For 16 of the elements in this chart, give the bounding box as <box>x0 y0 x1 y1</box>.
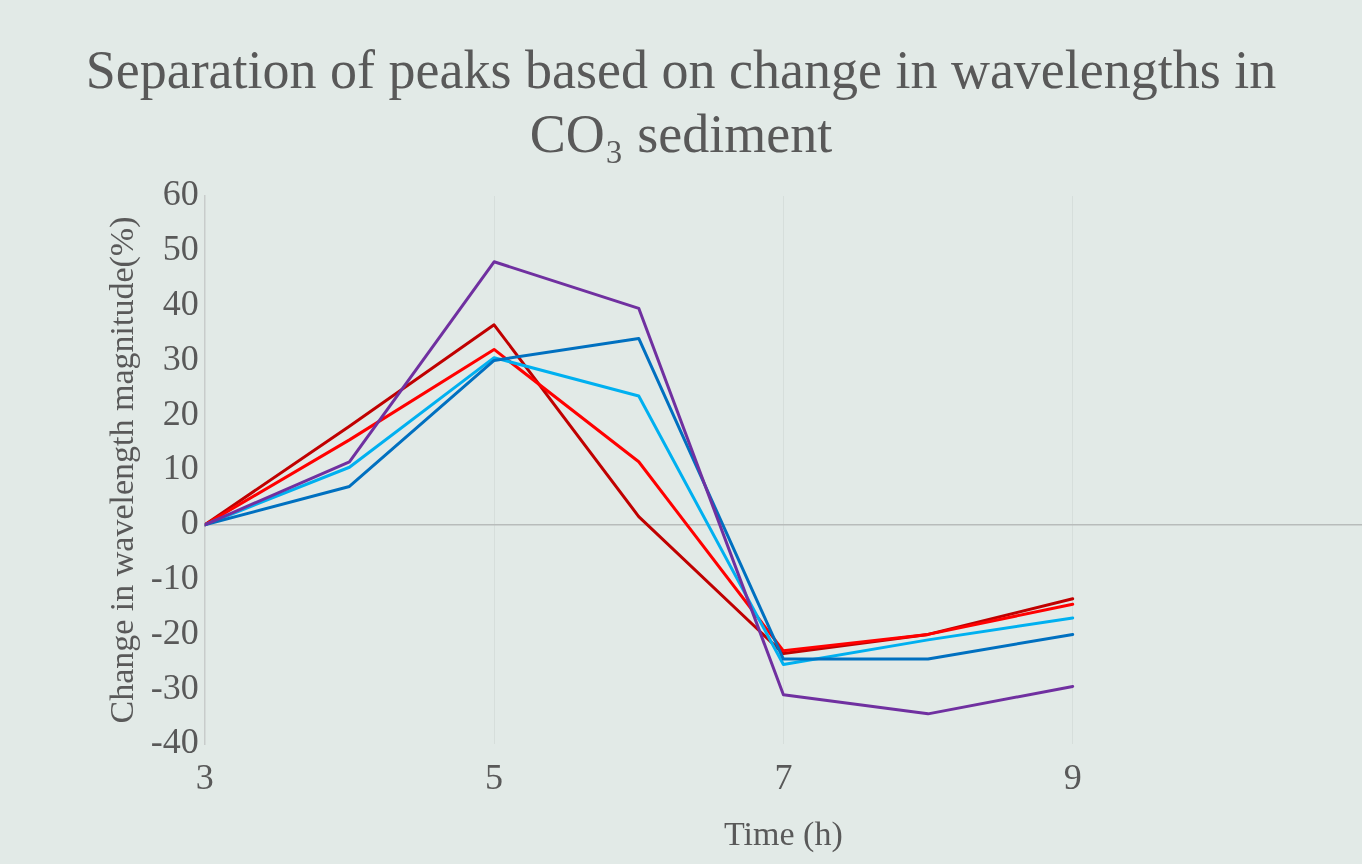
y-tick-label: -30 <box>150 666 199 707</box>
y-tick-label: 10 <box>162 447 199 488</box>
y-tick-label: -20 <box>150 611 199 652</box>
y-tick-label: -10 <box>150 557 199 598</box>
x-tick-label: 9 <box>1063 757 1082 798</box>
chart-title: Separation of peaks based on change in wavelengths in CO₃ sediment <box>84 39 1278 166</box>
y-axis-title: Change in wavelength magnitude(%) <box>103 216 142 724</box>
y-tick-label: 0 <box>180 502 199 543</box>
y-tick-label: 60 <box>162 173 199 214</box>
x-tick-label: 7 <box>774 757 793 798</box>
y-tick-label: 20 <box>162 392 199 433</box>
y-tick-label: 30 <box>162 337 199 378</box>
x-axis-title: Time (h) <box>724 814 843 853</box>
y-tick-label: 40 <box>162 283 199 324</box>
y-tick-label: 50 <box>162 228 199 269</box>
x-tick-label: 5 <box>485 757 504 798</box>
